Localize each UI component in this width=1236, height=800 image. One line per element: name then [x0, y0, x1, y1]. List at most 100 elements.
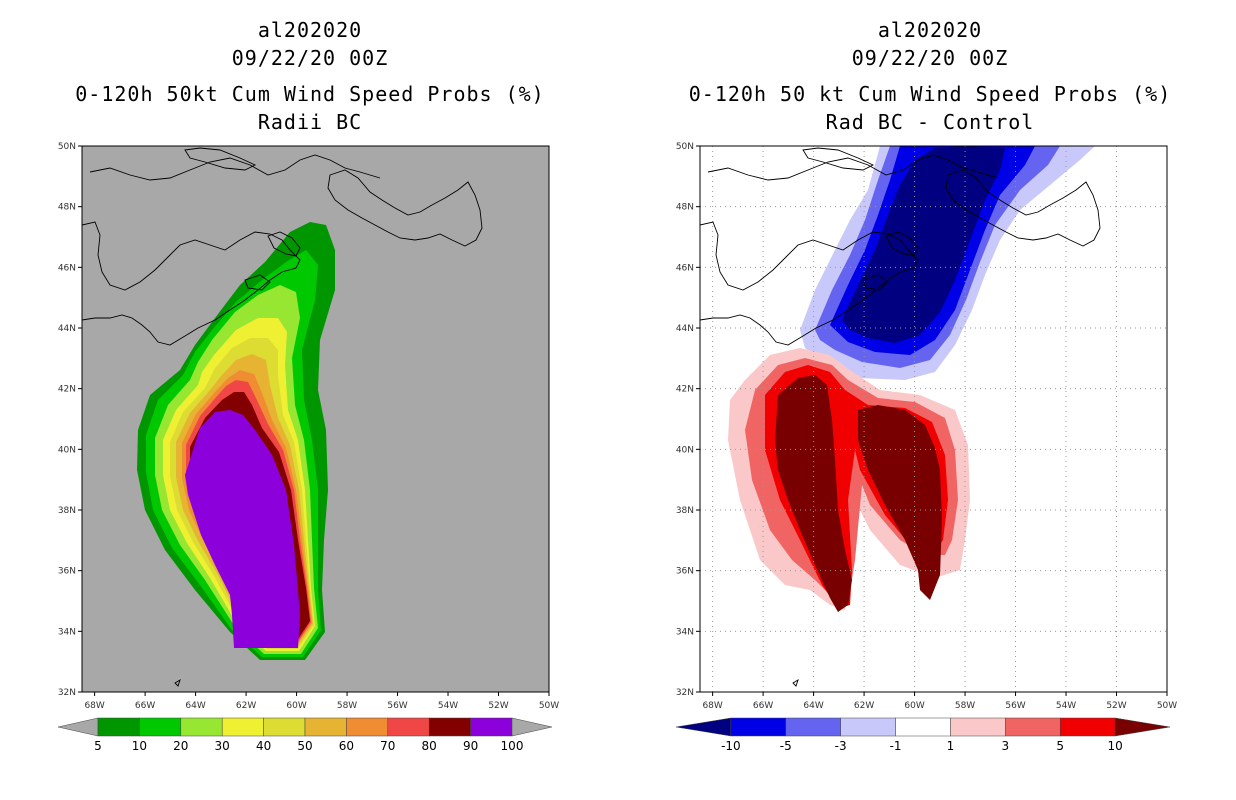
colorbar-swatch: [1005, 717, 1061, 737]
colorbar-label: 10: [132, 739, 147, 753]
y-tick-label: 46N: [676, 263, 694, 273]
colorbar-swatch: [346, 717, 389, 737]
prob-contour-90: [185, 410, 300, 648]
coastline: [707, 154, 999, 181]
coastline: [885, 231, 919, 257]
y-tick-label: 38N: [58, 506, 76, 516]
right-map-border: [699, 145, 1168, 693]
colorbar-label: 50: [297, 739, 312, 753]
x-tick-label: 66W: [135, 701, 155, 711]
right-storm-id: al202020: [877, 18, 983, 42]
right-map-panel: 68W 66W 64W 62W 60W 58W 56W 54W 52W 50W 50N 48N 46N 4…: [676, 142, 1177, 711]
y-tick-label: 42N: [676, 385, 694, 395]
right-difference-contours: [728, 146, 1095, 612]
right-title-block: al202020 09/22/20 00Z 0-120h 50 kt Cum W…: [650, 16, 1210, 136]
colorbar-label: 10: [1107, 739, 1122, 753]
left-map-panel: 68W 66W 64W 62W 60W 58W 56W 54W 52W 50W 50N 48N 46N 4…: [58, 142, 559, 711]
x-tick-label: 62W: [236, 701, 256, 711]
y-tick-label: 48N: [58, 203, 76, 213]
colorbar-label: 1: [947, 739, 955, 753]
x-tick-label: 60W: [904, 701, 924, 711]
colorbar-left-arrow: [57, 717, 99, 737]
colorbar-swatch: [304, 717, 347, 737]
colorbar-label: -1: [890, 739, 902, 753]
x-tick-label: 50W: [539, 701, 559, 711]
x-tick-label: 68W: [84, 701, 104, 711]
right-colorbar: -10 -5 -3 -1 1 3 5 10: [675, 717, 1171, 753]
colorbar-label: 30: [215, 739, 230, 753]
colorbar-swatch: [263, 717, 306, 737]
x-tick-label: 50W: [1157, 701, 1177, 711]
x-tick-label: 58W: [337, 701, 357, 711]
colorbar-swatch: [895, 717, 951, 737]
y-tick-label: 50N: [676, 142, 694, 152]
colorbar-label: 5: [94, 739, 102, 753]
y-tick-label: 34N: [58, 627, 76, 637]
colorbar-swatch: [470, 717, 513, 737]
colorbar-swatch: [840, 717, 896, 737]
diff-contour-minus10: [842, 146, 1005, 343]
colorbar-label: 3: [1002, 739, 1010, 753]
colorbar-swatch: [730, 717, 787, 737]
left-axes: 68W 66W 64W 62W 60W 58W 56W 54W 52W 50W 50N 48N 46N 4…: [58, 142, 559, 711]
left-title-block: al202020 09/22/20 00Z 0-120h 50kt Cum Wi…: [40, 16, 580, 136]
y-tick-label: 46N: [58, 263, 76, 273]
colorbar-label: 90: [463, 739, 478, 753]
coastline: [82, 221, 301, 346]
x-tick-label: 64W: [803, 701, 823, 711]
colorbar-swatch: [950, 717, 1006, 737]
colorbar-swatch: [180, 717, 223, 737]
colorbar-label: 5: [1056, 739, 1064, 753]
colorbar-label: -3: [835, 739, 847, 753]
y-tick-label: 32N: [58, 688, 76, 698]
coastline: [700, 221, 919, 346]
y-tick-label: 48N: [676, 203, 694, 213]
colorbar-swatch: [139, 717, 182, 737]
left-chart-title: 0-120h 50kt Cum Wind Speed Probs (%): [75, 82, 545, 106]
colorbar-label: 70: [380, 739, 395, 753]
x-tick-label: 54W: [438, 701, 458, 711]
x-tick-label: 68W: [702, 701, 722, 711]
colorbar-swatch: [221, 717, 264, 737]
x-tick-label: 52W: [488, 701, 508, 711]
colorbar-swatch: [785, 717, 841, 737]
x-tick-label: 52W: [1106, 701, 1126, 711]
left-chart-subtitle: Radii BC: [257, 110, 363, 134]
colorbar-label: 60: [339, 739, 354, 753]
left-map-border: [81, 145, 550, 693]
coastline: [174, 678, 181, 687]
left-storm-id: al202020: [257, 18, 363, 42]
x-tick-label: 58W: [955, 701, 975, 711]
y-tick-label: 50N: [58, 142, 76, 152]
x-tick-label: 60W: [286, 701, 306, 711]
coastline: [792, 678, 799, 687]
colorbar-label: -5: [780, 739, 792, 753]
y-tick-label: 42N: [58, 385, 76, 395]
coastline: [267, 231, 301, 257]
x-tick-label: 56W: [387, 701, 407, 711]
left-coastlines: [82, 147, 483, 687]
right-axes: 68W 66W 64W 62W 60W 58W 56W 54W 52W 50W 50N 48N 46N 4…: [676, 142, 1177, 711]
colorbar-right-arrow: [1114, 717, 1171, 737]
colorbar-swatch: [1059, 717, 1116, 737]
colorbar-label: 80: [422, 739, 437, 753]
coastline: [862, 274, 889, 291]
x-tick-label: 56W: [1005, 701, 1025, 711]
colorbar-left-arrow: [675, 717, 732, 737]
coastline: [802, 147, 875, 171]
colorbar-label: -10: [721, 739, 741, 753]
right-chart-subtitle: Rad BC - Control: [825, 110, 1035, 134]
coastline: [327, 169, 483, 247]
colorbar-right-arrow: [511, 717, 553, 737]
colorbar-label: 20: [173, 739, 188, 753]
x-tick-label: 64W: [185, 701, 205, 711]
y-tick-label: 44N: [676, 324, 694, 334]
colorbar-swatch: [387, 717, 430, 737]
y-tick-label: 34N: [676, 627, 694, 637]
left-colorbar: 5 10 20 30 40 50 60 70 80 90 100: [57, 717, 553, 753]
y-tick-label: 32N: [676, 688, 694, 698]
x-tick-label: 66W: [753, 701, 773, 711]
coastline: [89, 154, 381, 181]
y-tick-label: 44N: [58, 324, 76, 334]
